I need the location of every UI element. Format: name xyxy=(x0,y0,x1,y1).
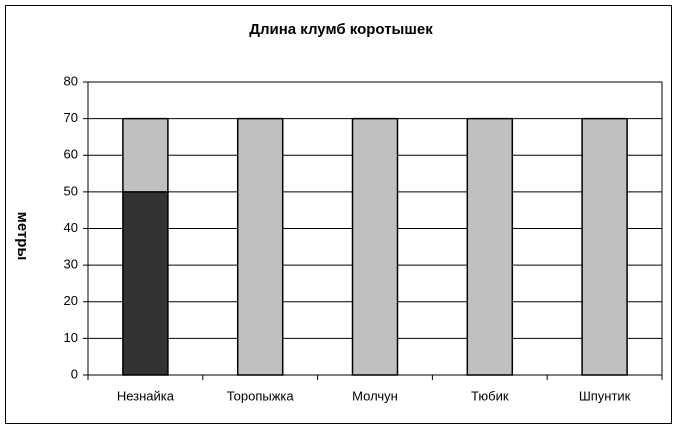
bar-segment xyxy=(122,191,169,376)
chart-title: Длина клумб коротышек xyxy=(249,21,433,38)
x-tick-label: Шпунтик xyxy=(579,388,631,403)
x-tick-label: Торопыжка xyxy=(227,388,295,403)
y-axis-label: метры xyxy=(14,212,31,261)
y-tick-label: 80 xyxy=(64,73,78,88)
x-tick-label: Тюбик xyxy=(471,388,509,403)
bar-segment xyxy=(236,117,284,376)
y-tick-label: 70 xyxy=(64,110,78,125)
bar-segment xyxy=(581,117,628,376)
y-tick-label: 30 xyxy=(64,257,78,272)
y-tick-label: 40 xyxy=(64,220,78,235)
x-tick-label: Молчун xyxy=(352,388,398,403)
y-tick-label: 10 xyxy=(64,330,78,345)
y-tick-label: 60 xyxy=(64,147,78,162)
x-tick-label: Незнайка xyxy=(117,388,175,403)
bar-segment xyxy=(466,117,514,376)
y-tick-label: 50 xyxy=(64,183,78,198)
bar-segment xyxy=(122,117,169,193)
y-tick-label: 0 xyxy=(71,366,78,381)
y-tick-label: 20 xyxy=(64,293,78,308)
bar-segment xyxy=(351,117,399,376)
